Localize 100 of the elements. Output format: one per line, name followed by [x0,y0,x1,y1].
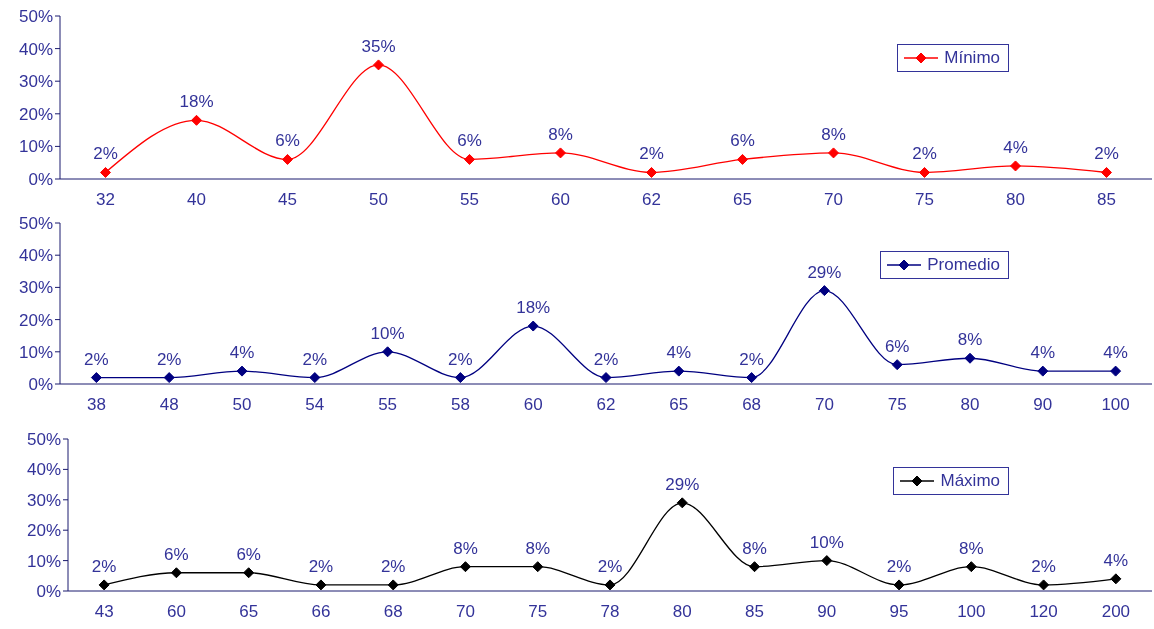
x-tick-label: 68 [383,602,403,622]
data-label: 2% [380,556,406,576]
y-tick-label: 40% [18,39,53,59]
y-tick-label: 40% [18,246,53,266]
point [373,59,384,71]
legend-label: Mínimo [944,48,1000,68]
data-label: 29% [807,262,842,282]
point [818,285,830,297]
x-tick-label: 75 [528,602,548,622]
data-label: 18% [179,92,214,112]
point [1038,579,1050,591]
legend-label: Máximo [940,471,1000,491]
data-label: 4% [666,343,692,363]
data-label: 4% [1103,343,1128,363]
y-tick-label: 50% [18,214,53,234]
x-tick-label: 55 [378,395,398,415]
point [555,147,566,159]
data-label: 8% [742,538,767,558]
data-label: 2% [593,349,619,369]
x-tick-label: 78 [600,602,620,622]
y-tick-label: 50% [26,430,61,450]
point [309,372,321,384]
x-tick-label: 80 [1006,190,1025,210]
data-label: 35% [361,36,396,56]
data-label: 2% [886,556,912,576]
point [236,365,248,377]
point [282,153,293,165]
y-tick-label: 40% [26,460,61,480]
x-tick-label: 68 [742,395,762,415]
point [891,359,903,371]
data-label: 4% [1030,343,1056,363]
y-tick-label: 50% [18,7,53,27]
x-tick-label: 54 [305,395,325,415]
data-label: 4% [1103,550,1129,570]
data-label: 2% [912,144,937,164]
x-tick-label: 70 [814,395,834,415]
point [604,579,616,591]
x-tick-label: 60 [523,395,543,415]
x-tick-label: 65 [239,602,259,622]
point [1101,166,1112,178]
data-label: 2% [639,144,664,164]
data-label: 8% [957,330,983,350]
x-tick-label: 95 [889,602,909,622]
point [646,166,657,178]
x-tick-label: 80 [960,395,980,415]
point [828,147,839,159]
x-tick-label: 32 [96,190,115,210]
point [459,561,471,573]
y-tick-label: 30% [18,278,53,298]
point [1110,573,1122,585]
data-label: 10% [809,532,844,552]
x-tick-label: 60 [551,190,570,210]
point [821,555,833,567]
x-tick-label: 100 [1101,395,1130,415]
data-label: 2% [84,349,109,369]
data-label: 2% [302,349,328,369]
data-label: 2% [448,349,473,369]
x-tick-label: 200 [1101,602,1131,622]
point [1110,365,1122,377]
data-label: 29% [665,474,700,494]
data-label: 8% [821,124,846,144]
data-label: 6% [457,131,482,151]
point [600,372,612,384]
y-tick-label: 0% [28,375,53,395]
x-tick-label: 66 [311,602,331,622]
data-label: 6% [164,544,189,564]
x-tick-label: 90 [1033,395,1053,415]
y-tick-label: 20% [18,104,53,124]
x-tick-label: 48 [159,395,179,415]
data-label: 6% [236,544,261,564]
data-label: 6% [730,131,755,151]
point [191,114,202,126]
data-label: 2% [597,556,623,576]
data-label: 2% [1094,144,1119,164]
x-tick-label: 62 [642,190,661,210]
point [315,579,327,591]
x-tick-label: 62 [596,395,616,415]
point [163,372,175,384]
data-label: 6% [884,336,910,356]
x-tick-label: 80 [672,602,692,622]
point [532,561,544,573]
x-tick-label: 70 [456,602,475,622]
data-label: 4% [229,343,255,363]
data-label: 2% [91,556,117,576]
point [100,166,111,178]
x-tick-label: 38 [86,395,106,415]
point [527,320,539,332]
y-tick-label: 20% [26,521,61,541]
x-tick-label: 85 [1097,190,1116,210]
y-tick-label: 10% [18,137,53,157]
data-label: 8% [453,538,478,558]
data-label: 2% [1031,556,1056,576]
point [454,372,466,384]
point [1010,160,1021,172]
data-label: 4% [1003,137,1028,157]
point [1037,365,1049,377]
x-tick-label: 85 [745,602,764,622]
x-tick-label: 100 [957,602,986,622]
x-tick-label: 45 [278,190,297,210]
y-tick-label: 0% [36,582,61,602]
